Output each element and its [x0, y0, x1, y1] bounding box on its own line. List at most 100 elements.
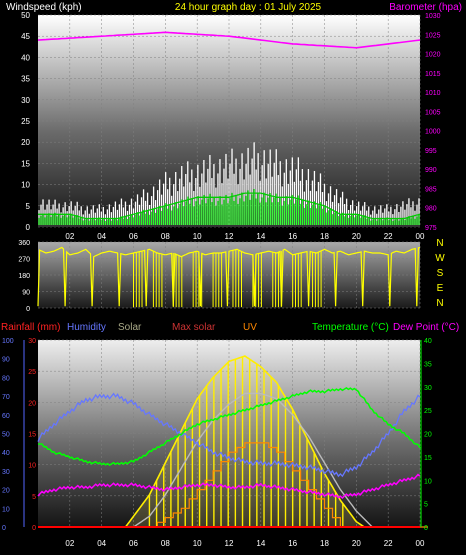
wind-x-tick-label: 20	[352, 232, 361, 241]
wind-x-tick-label: 02	[65, 232, 74, 241]
rainfall-tick-label: 10	[28, 463, 36, 470]
solar-area	[38, 356, 420, 527]
windspeed-tick-label: 0	[26, 223, 31, 232]
barometer-tick-label: 985	[425, 186, 437, 193]
temperature-tick-label: 30	[424, 385, 432, 392]
direction-tick-label: 360	[18, 240, 30, 247]
weather-x-tick-label: 22	[384, 539, 393, 548]
rainfall-tick-label: 25	[28, 369, 36, 376]
wind-x-tick-label: 22	[384, 232, 393, 241]
direction-ticks: 0 90 180 270 360	[18, 240, 30, 313]
wind-x-tick-label: 18	[320, 232, 329, 241]
rainfall-tick-label: 20	[28, 400, 36, 407]
humidity-tick-label: 100	[2, 338, 14, 345]
weather-x-tick-label: 16	[288, 539, 297, 548]
temperature-tick-label: 10	[424, 478, 432, 485]
windspeed-axis-label: Windspeed (kph)	[6, 2, 82, 13]
direction-tick-label: 180	[18, 273, 30, 280]
compass-label: N	[436, 298, 443, 309]
weather-panel-series	[37, 355, 428, 528]
legend-dew-point: Dew Point (°C)	[393, 322, 459, 333]
wind-panel-series	[37, 31, 421, 227]
windspeed-tick-label: 40	[21, 53, 30, 62]
weather-panel-x-ticks: 02 04 06 08 10 12 14 16 18 20 22 00	[65, 539, 425, 548]
barometer-tick-label: 1020	[425, 52, 441, 59]
compass-label: W	[435, 253, 445, 264]
direction-tick-label: 0	[26, 306, 30, 313]
rainfall-tick-label: 0	[32, 525, 36, 532]
humidity-tick-label: 20	[2, 488, 10, 495]
windspeed-tick-label: 25	[21, 117, 30, 126]
dew-point-line	[37, 473, 421, 500]
barometer-tick-label: 1030	[425, 13, 441, 20]
humidity-tick-label: 40	[2, 450, 10, 457]
wind-x-tick-label: 16	[288, 232, 297, 241]
wind-x-tick-label: 12	[225, 232, 234, 241]
temperature-tick-label: 0	[424, 525, 428, 532]
rainfall-tick-label: 30	[28, 338, 36, 345]
direction-tick-label: 90	[22, 290, 30, 297]
temperature-tick-label: 5	[424, 502, 428, 509]
weather-x-tick-label: 18	[320, 539, 329, 548]
barometer-tick-label: 1025	[425, 32, 441, 39]
barometer-tick-label: 1010	[425, 90, 441, 97]
humidity-tick-label: 70	[2, 394, 10, 401]
rainfall-tick-label: 15	[28, 432, 36, 439]
temperature-line	[37, 386, 421, 467]
wind-direction-line	[37, 246, 421, 307]
windspeed-tick-label: 50	[21, 11, 30, 20]
windspeed-tick-label: 5	[26, 202, 31, 211]
temperature-tick-label: 35	[424, 361, 432, 368]
temperature-tick-label: 25	[424, 408, 432, 415]
legend-temperature: Temperature (°C)	[312, 322, 389, 333]
graph-title: 24 hour graph day : 01 July 2025	[175, 2, 322, 13]
legend-solar: Solar	[118, 322, 142, 333]
compass-label: E	[437, 283, 444, 294]
humidity-tick-label: 50	[2, 432, 10, 439]
windspeed-tick-label: 45	[21, 32, 30, 41]
rainfall-tick-label: 5	[32, 494, 36, 501]
barometer-tick-label: 995	[425, 148, 437, 155]
barometer-line	[37, 31, 421, 49]
wind-x-tick-label: 14	[256, 232, 265, 241]
weather-x-tick-label: 06	[129, 539, 138, 548]
weather-x-tick-label: 04	[97, 539, 106, 548]
barometer-tick-label: 990	[425, 167, 437, 174]
humidity-tick-label: 30	[2, 469, 10, 476]
wind-x-tick-label: 08	[161, 232, 170, 241]
compass-label: S	[437, 268, 444, 279]
weather-x-tick-label: 10	[193, 539, 202, 548]
legend-uv: UV	[243, 322, 257, 333]
windspeed-tick-label: 20	[21, 138, 30, 147]
weather-panel-axes: 0 5 10 15 20 25 30 0 10 20 30 40 50 60 70 80 90 100 0 5 10 15…	[2, 338, 432, 532]
humidity-tick-label: 10	[2, 506, 10, 513]
barometer-tick-label: 1005	[425, 109, 441, 116]
weather-x-tick-label: 02	[65, 539, 74, 548]
wind-x-tick-label: 04	[97, 232, 106, 241]
weather-x-tick-label: 00	[416, 539, 425, 548]
windspeed-tick-label: 30	[21, 96, 30, 105]
temperature-tick-label: 15	[424, 455, 432, 462]
barometer-tick-label: 980	[425, 206, 437, 213]
humidity-tick-label: 0	[2, 525, 6, 532]
legend-max-solar: Max solar	[172, 322, 216, 333]
wind-x-tick-label: 00	[416, 232, 425, 241]
humidity-tick-label: 80	[2, 375, 10, 382]
wind-x-tick-label: 06	[129, 232, 138, 241]
wind-average-line	[38, 192, 421, 220]
weather-x-tick-label: 08	[161, 539, 170, 548]
direction-tick-label: 270	[18, 257, 30, 264]
barometer-ticks: 975 980 985 990 995 1000 1005 1010 1015 1020 1025 1…	[425, 13, 441, 232]
barometer-tick-label: 1015	[425, 71, 441, 78]
temperature-tick-label: 20	[424, 432, 432, 439]
barometer-tick-label: 975	[425, 225, 437, 232]
legend-humidity: Humidity	[67, 322, 106, 333]
direction-panel-series	[37, 246, 421, 308]
windspeed-ticks: 0 5 10 15 20 25 30 35 40 45 50	[21, 11, 30, 232]
windspeed-tick-label: 35	[21, 75, 30, 84]
humidity-line	[37, 392, 421, 478]
legend-rainfall: Rainfall (mm)	[1, 322, 60, 333]
windspeed-tick-label: 15	[21, 159, 30, 168]
